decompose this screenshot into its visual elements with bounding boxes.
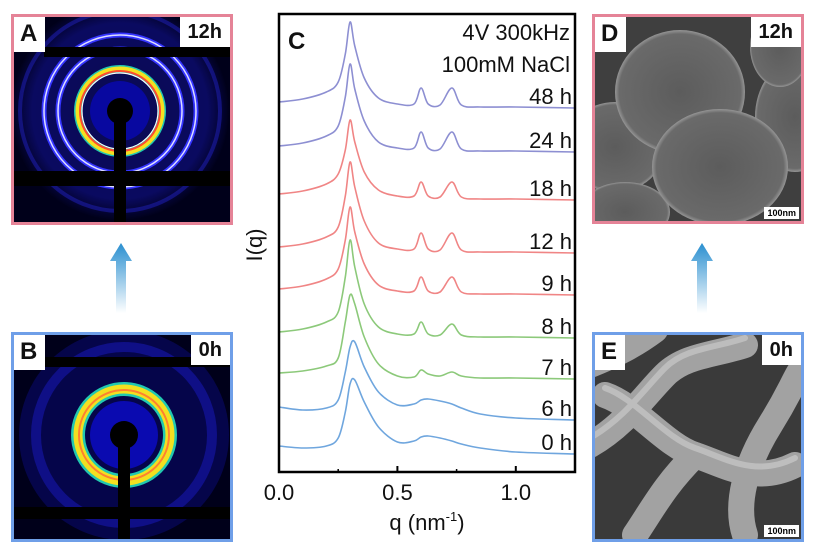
sem-image-12h	[595, 17, 801, 221]
series-label: 6 h	[541, 396, 572, 421]
curve-24h	[278, 63, 576, 153]
series-label: 8 h	[541, 314, 572, 339]
series-label: 18 h	[529, 176, 572, 201]
curve-9h	[278, 206, 576, 296]
x-axis-label-sup: -1	[446, 509, 458, 524]
panel-label-b: B	[14, 335, 46, 370]
curve-0h	[278, 377, 576, 455]
x-tick-label: 1.0	[501, 480, 532, 505]
panel-label-d: D	[595, 17, 627, 52]
series-label: 9 h	[541, 271, 572, 296]
panel-label-e: E	[595, 335, 626, 370]
plot-frame	[277, 12, 577, 474]
x-tick-labels: 0.0 0.5 1.0	[264, 480, 531, 505]
x-ticks	[278, 466, 576, 472]
saxs-pattern-0h	[14, 335, 230, 539]
time-label-12h: 12h	[179, 17, 230, 47]
x-axis-label-text: q (nm	[389, 510, 445, 535]
panel-b-saxs-0h: B 0h	[11, 332, 233, 542]
scale-bar: 100nm	[764, 207, 799, 219]
curve-12h	[278, 161, 576, 254]
y-axis-label: I(q)	[242, 229, 267, 262]
curve-48h	[278, 21, 576, 109]
annotation-voltage-frequency: 4V 300kHz	[462, 20, 570, 45]
scale-bar-label: 100nm	[767, 526, 796, 536]
x-axis-label-end: )	[457, 510, 464, 535]
series-label: 24 h	[529, 128, 572, 153]
arrow-up-icon	[110, 243, 132, 313]
panel-label-a: A	[14, 17, 46, 52]
panel-e-sem-0h: E 0h 100nm	[592, 332, 804, 542]
series-label: 12 h	[529, 229, 572, 254]
panel-label-c: C	[288, 28, 305, 55]
scale-bar: 100nm	[764, 525, 799, 537]
x-tick-label: 0.0	[264, 480, 295, 505]
x-tick-label: 0.5	[382, 480, 413, 505]
panel-a-saxs-12h: A 12h	[11, 14, 233, 225]
scale-bar-label: 100nm	[767, 208, 796, 218]
annotation-salt: 100mM NaCl	[442, 52, 570, 77]
time-label-12h: 12h	[750, 17, 801, 47]
arrow-up-icon	[691, 243, 713, 313]
sem-image-0h	[595, 335, 801, 539]
curves-group	[278, 21, 576, 455]
time-label-0h: 0h	[190, 335, 230, 365]
series-label: 0 h	[541, 430, 572, 455]
series-label: 7 h	[541, 355, 572, 380]
curve-6h	[278, 339, 576, 421]
curve-18h	[278, 119, 576, 201]
series-labels: 48 h 24 h 18 h 12 h 9 h 8 h 7 h 6 h 0 h	[529, 84, 572, 455]
curve-8h	[278, 239, 576, 339]
x-axis-label: q (nm-1)	[389, 509, 464, 535]
curve-7h	[278, 293, 576, 380]
series-label: 48 h	[529, 84, 572, 109]
panel-d-sem-12h: D 12h 100nm	[592, 14, 804, 224]
saxs-pattern-12h	[14, 17, 230, 222]
time-label-0h: 0h	[761, 335, 801, 365]
